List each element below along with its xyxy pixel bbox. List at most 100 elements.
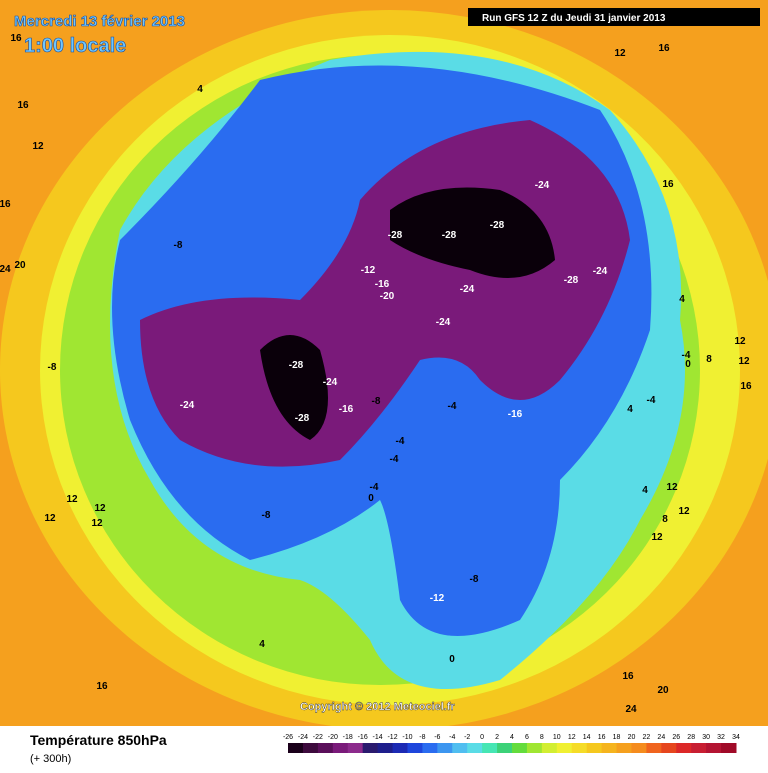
contour-label: 16 <box>0 199 11 210</box>
contour-label: -8 <box>262 510 271 521</box>
footer-subtitle: (+ 300h) <box>30 753 71 765</box>
colorbar-tick-label: 32 <box>717 734 725 741</box>
colorbar-tick-label: -8 <box>419 734 425 741</box>
colorbar-tick-label: 12 <box>568 734 576 741</box>
colorbar-tick-label: -4 <box>449 734 455 741</box>
run-box <box>468 8 760 26</box>
contour-label: 4 <box>259 639 265 650</box>
contour-label: 12 <box>91 518 103 529</box>
contour-label: 16 <box>17 100 29 111</box>
colorbar-swatch <box>526 743 543 753</box>
colorbar-tick-label: -2 <box>464 734 470 741</box>
contour-label: 0 <box>685 359 691 370</box>
colorbar-swatch <box>586 743 603 753</box>
colorbar-tick-label: 24 <box>657 734 665 741</box>
contour-label: -28 <box>388 230 403 241</box>
colorbar-swatch <box>347 743 364 753</box>
contour-label: -28 <box>564 275 579 286</box>
contour-label: -28 <box>442 230 457 241</box>
contour-label: 12 <box>651 532 663 543</box>
contour-label: 4 <box>627 404 633 415</box>
contour-label: 20 <box>657 685 669 696</box>
contour-label: 0 <box>368 493 374 504</box>
time-label: 1:00 locale <box>24 35 126 57</box>
colorbar-tick-label: 18 <box>613 734 621 741</box>
contour-label: -24 <box>535 180 550 191</box>
contour-label: 0 <box>449 654 455 665</box>
colorbar-tick-label: 10 <box>553 734 561 741</box>
contour-label: 12 <box>66 494 78 505</box>
contour-label: -4 <box>682 350 691 361</box>
colorbar-swatch <box>437 743 453 753</box>
colorbar-tick-label: -18 <box>343 734 353 741</box>
colorbar-swatch <box>616 743 632 753</box>
colorbar-swatch <box>467 743 483 753</box>
colorbar-tick-label: 30 <box>702 734 710 741</box>
contour-label: 12 <box>614 48 626 59</box>
colorbar-tick-label: -16 <box>358 734 368 741</box>
colorbar-swatch <box>721 743 737 753</box>
contour-label: -20 <box>380 291 395 302</box>
contour-label: -24 <box>323 377 338 388</box>
colorbar-swatch <box>676 743 692 753</box>
colorbar-swatch <box>407 743 423 753</box>
colorbar-tick-label: -14 <box>373 734 383 741</box>
colorbar-swatch <box>706 743 722 753</box>
contour-label: -4 <box>370 482 379 493</box>
colorbar-tick-label: 22 <box>643 734 651 741</box>
colorbar-swatch <box>631 743 647 753</box>
colorbar-swatch <box>661 743 677 753</box>
contour-label: 4 <box>679 294 685 305</box>
contour-label: -24 <box>180 400 195 411</box>
contour-label: 24 <box>0 264 11 275</box>
colorbar-swatch <box>691 743 707 753</box>
contour-label: 12 <box>666 482 678 493</box>
run-label: Run GFS 12 Z du Jeudi 31 janvier 2013 <box>482 13 666 24</box>
contour-label: -4 <box>396 436 405 447</box>
coldest-zone <box>260 187 555 440</box>
colorbar-swatch <box>288 743 304 753</box>
colorbar-tick-label: 16 <box>598 734 606 741</box>
contour-label: -24 <box>460 284 475 295</box>
colorbar-swatch <box>362 743 379 753</box>
contour-label: 16 <box>662 179 674 190</box>
colorbar-swatch <box>392 743 408 753</box>
contour-label: -12 <box>361 265 376 276</box>
colorbar-tick-label: -22 <box>313 734 323 741</box>
colorbar-tick-label: 0 <box>480 734 484 741</box>
contour-label: -12 <box>430 593 445 604</box>
colorbar-tick-label: -12 <box>387 734 397 741</box>
colorbar-tick-label: -24 <box>298 734 308 741</box>
colorbar-swatch <box>422 743 438 753</box>
colorbar-swatch <box>556 743 573 753</box>
contour-label: 16 <box>622 671 634 682</box>
colorbar-tick-label: -10 <box>402 734 412 741</box>
footer-title: Température 850hPa <box>30 732 167 748</box>
contour-label: 4 <box>197 84 203 95</box>
contour-label: -24 <box>436 317 451 328</box>
colorbar-swatch <box>512 743 528 753</box>
colorbar-swatch <box>571 743 588 753</box>
contour-label: -4 <box>448 401 457 412</box>
colorbar-swatch <box>497 743 513 753</box>
contour-label: -8 <box>372 396 381 407</box>
contour-label: -24 <box>593 266 608 277</box>
colorbar-swatch <box>482 743 498 753</box>
contour-label: 12 <box>32 141 44 152</box>
contour-label: -16 <box>339 404 354 415</box>
colorbar-tick-label: -6 <box>434 734 440 741</box>
colorbar-tick-label: -20 <box>328 734 338 741</box>
colorbar-tick-label: 2 <box>495 734 499 741</box>
colorbar-swatch <box>332 743 349 753</box>
colorbar-swatch <box>541 743 558 753</box>
contour-label: -4 <box>647 395 656 406</box>
contour-label: -28 <box>295 413 310 424</box>
contour-label: -4 <box>390 454 399 465</box>
colorbar-swatch <box>302 743 319 753</box>
colorbar-tick-label: 4 <box>510 734 514 741</box>
contour-label: 8 <box>706 354 712 365</box>
colorbar-tick-label: 6 <box>525 734 529 741</box>
contour-label: 16 <box>10 33 22 44</box>
contour-label: 16 <box>658 43 670 54</box>
contour-label: 24 <box>625 704 637 715</box>
